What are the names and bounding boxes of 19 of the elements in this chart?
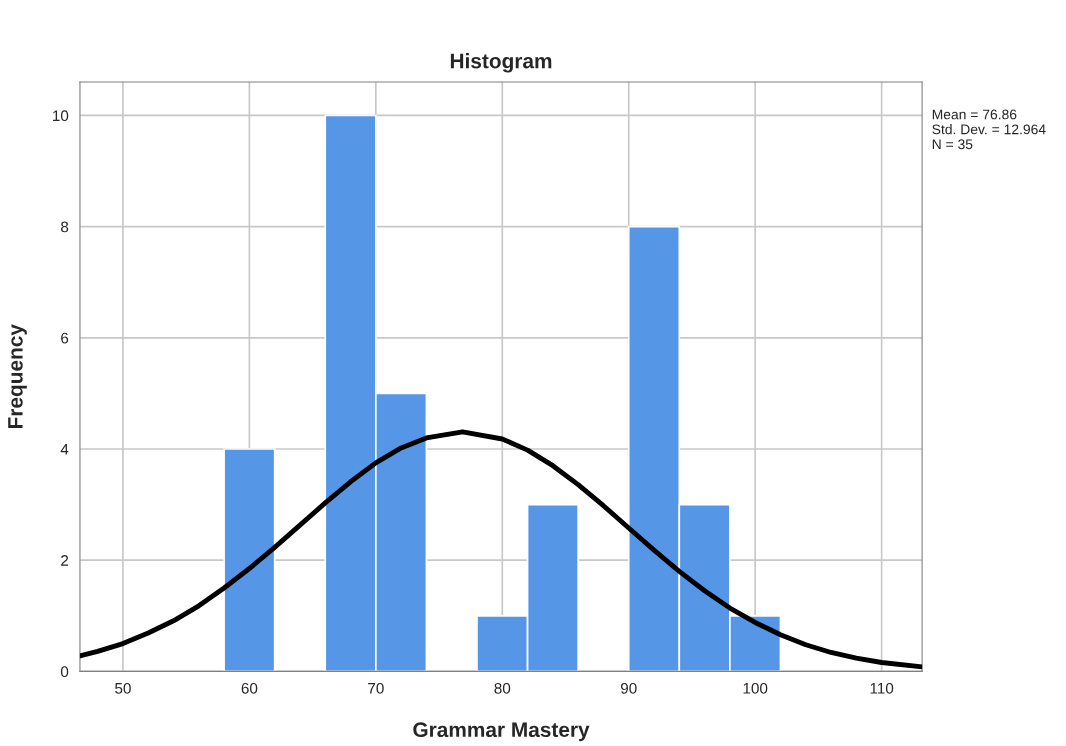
y-tick-label: 6 bbox=[61, 332, 69, 344]
y-tick-label: 10 bbox=[53, 110, 69, 122]
y-tick-label: 2 bbox=[61, 555, 69, 566]
x-tick-label: 50 bbox=[115, 682, 131, 694]
x-tick-label: 80 bbox=[494, 682, 511, 694]
y-axis-title: Frequency bbox=[8, 324, 27, 429]
x-axis-title: Grammar Mastery bbox=[413, 722, 590, 742]
y-tick-label: 4 bbox=[60, 444, 69, 455]
x-tick-label: 100 bbox=[743, 682, 768, 694]
y-tick-label: 8 bbox=[61, 221, 69, 233]
x-tick-label: 60 bbox=[241, 682, 258, 694]
x-tick-label: 90 bbox=[620, 682, 637, 694]
text: N = 35 bbox=[932, 139, 973, 150]
text: Mean = 76.86 bbox=[932, 109, 1017, 120]
chart-title: Histogram bbox=[450, 53, 552, 73]
y-tick-label: 0 bbox=[60, 666, 69, 678]
text: Std. Dev. = 12.964 bbox=[932, 124, 1046, 135]
x-tick-label: 70 bbox=[368, 682, 384, 694]
x-tick-label: 110 bbox=[870, 682, 894, 694]
